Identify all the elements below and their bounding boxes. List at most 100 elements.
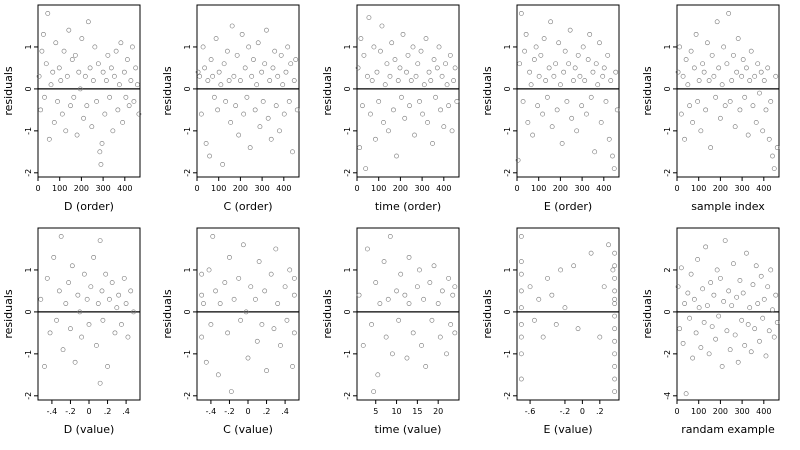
data-point (766, 328, 772, 334)
data-point (282, 284, 288, 290)
data-point (46, 136, 52, 142)
data-point (739, 73, 745, 79)
data-point (267, 78, 273, 83)
y-tick-label: 0 (663, 86, 672, 91)
y-tick-label: 2 (663, 267, 672, 272)
data-point (554, 107, 560, 113)
data-point (449, 128, 455, 134)
data-point (752, 326, 758, 332)
data-point (100, 317, 106, 323)
x-tick-label: 0 (194, 184, 199, 193)
data-point (371, 389, 377, 395)
data-point (757, 338, 762, 344)
data-point (597, 40, 602, 46)
data-point (760, 128, 766, 134)
data-point (698, 128, 704, 134)
data-point (134, 82, 140, 88)
data-point (63, 301, 69, 306)
y-tick-label: -1 (24, 127, 33, 135)
x-tick-label: 200 (74, 184, 89, 193)
data-point (567, 27, 573, 33)
data-point (748, 48, 754, 54)
data-point (612, 288, 618, 294)
data-point (572, 65, 578, 71)
data-point (112, 330, 118, 336)
data-point (281, 111, 287, 117)
data-point (545, 275, 550, 281)
data-point (377, 301, 383, 306)
data-point (406, 301, 412, 306)
data-point (254, 338, 260, 344)
data-point (714, 19, 720, 25)
data-point (264, 368, 269, 374)
data-point (103, 78, 109, 83)
data-point (56, 65, 62, 71)
data-point (761, 78, 767, 83)
data-point (369, 322, 374, 327)
data-point (714, 267, 720, 273)
data-point (272, 48, 278, 54)
data-point (77, 309, 83, 315)
data-point (595, 82, 601, 88)
data-point (114, 305, 120, 311)
data-point (575, 326, 581, 332)
data-point (750, 282, 756, 288)
data-point (433, 94, 438, 100)
data-point (201, 301, 206, 306)
data-point (518, 376, 524, 382)
data-point (535, 103, 541, 109)
data-point (678, 111, 684, 117)
data-point (53, 40, 59, 46)
y-tick-label: 0 (183, 309, 192, 314)
data-point (742, 94, 748, 100)
x-tick-label: .2 (263, 407, 271, 416)
data-point (271, 326, 277, 332)
data-point (716, 65, 722, 71)
data-point (768, 267, 774, 273)
data-point (368, 111, 373, 117)
data-point (553, 322, 559, 327)
x-tick-label: 0 (580, 407, 585, 416)
data-point (45, 10, 51, 16)
data-point (763, 353, 769, 359)
data-point (683, 391, 689, 397)
data-point (711, 73, 717, 79)
data-point (708, 145, 714, 151)
data-point (41, 31, 46, 37)
data-point (98, 162, 104, 167)
data-point (38, 296, 44, 302)
data-point (199, 334, 205, 340)
data-point (773, 73, 779, 79)
data-point (233, 103, 239, 109)
data-point (451, 78, 456, 83)
data-point (611, 166, 617, 172)
data-point (518, 351, 524, 357)
data-point (74, 132, 80, 138)
data-point (246, 44, 252, 50)
y-axis-label: residuals (2, 289, 15, 339)
x-tick-label: .2 (104, 407, 112, 416)
data-point (729, 303, 735, 309)
data-point (56, 288, 62, 294)
x-axis-label: time (value) (375, 423, 442, 436)
data-point (61, 48, 67, 54)
y-tick-label: -2 (663, 350, 672, 358)
data-point (355, 65, 361, 71)
y-tick-label: -1 (503, 350, 512, 358)
y-axis-label: residuals (481, 66, 494, 116)
plot-frame (356, 4, 460, 178)
data-point (394, 288, 399, 294)
data-point (79, 36, 85, 41)
x-tick-label: 200 (233, 184, 248, 193)
data-point (426, 69, 432, 75)
data-point (774, 319, 780, 325)
data-point (435, 301, 441, 306)
data-point (363, 166, 369, 172)
data-point (677, 326, 682, 332)
data-point (242, 65, 248, 71)
data-point (255, 40, 261, 46)
data-point (732, 332, 738, 338)
data-point (704, 303, 710, 309)
data-point (683, 57, 689, 62)
data-point (72, 52, 78, 58)
